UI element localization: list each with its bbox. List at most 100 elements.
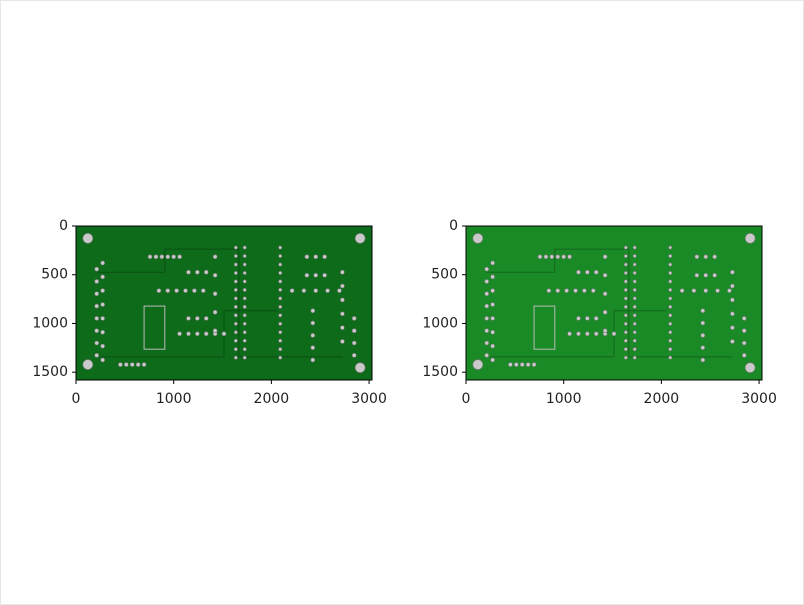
pad (741, 316, 747, 321)
pad (730, 325, 735, 330)
pad (623, 262, 628, 267)
trace (96, 248, 343, 358)
pad (623, 304, 628, 309)
pad (233, 330, 238, 335)
pad (100, 343, 105, 349)
pad (490, 316, 495, 321)
pad (242, 279, 247, 284)
pad (278, 304, 283, 309)
image-axes: 0 1000 2000 3000 0 500 1000 1500 (422, 218, 777, 407)
pad (668, 279, 673, 284)
y-tick-label: 1000 (32, 315, 68, 331)
pad (700, 357, 706, 363)
pad (100, 302, 105, 307)
pad (703, 272, 709, 278)
pad (242, 321, 247, 326)
pad (340, 325, 345, 330)
pad (585, 269, 590, 275)
pad (233, 288, 238, 292)
pad (233, 355, 238, 360)
pad (632, 262, 637, 267)
pad (668, 288, 673, 292)
pad (203, 331, 209, 337)
pad (611, 331, 617, 337)
pad (730, 339, 735, 344)
pad (623, 271, 628, 275)
pad (484, 328, 490, 334)
pad (623, 254, 628, 258)
pad (668, 271, 673, 275)
pad (679, 288, 685, 293)
pad (278, 321, 283, 326)
pad (484, 303, 490, 309)
pad (668, 338, 673, 343)
pad (183, 288, 188, 293)
pad (543, 254, 549, 260)
pad (340, 283, 345, 289)
pad (100, 357, 105, 363)
pad (567, 331, 572, 337)
pad (192, 288, 197, 293)
y-tick-label: 0 (59, 218, 68, 234)
pad (313, 254, 319, 260)
pad (94, 353, 100, 358)
pad (484, 266, 490, 272)
pad (289, 288, 295, 293)
pad (233, 279, 238, 284)
pad (233, 313, 238, 318)
pad (82, 233, 94, 244)
pad (668, 254, 673, 258)
pad (278, 288, 283, 292)
pad (694, 254, 700, 260)
chip (143, 305, 166, 350)
pad (82, 359, 94, 370)
pad (668, 321, 673, 326)
pad (233, 304, 238, 309)
pad (313, 272, 319, 278)
pad (233, 271, 238, 275)
pad (632, 271, 637, 275)
pad (340, 297, 345, 303)
pad (94, 266, 100, 272)
pad (668, 355, 673, 360)
pad (301, 288, 307, 293)
pad (233, 321, 238, 326)
pad (212, 272, 218, 278)
pad (632, 313, 637, 318)
pad (715, 288, 720, 293)
pad (623, 313, 628, 318)
pad (322, 272, 327, 278)
pad (94, 303, 100, 309)
x-tick-label: 1000 (546, 391, 582, 407)
pad (242, 355, 247, 360)
pad (623, 279, 628, 284)
pad (741, 328, 747, 334)
pad (632, 338, 637, 343)
pad (354, 362, 366, 373)
pad (744, 233, 756, 244)
pad (567, 254, 572, 260)
pad (310, 320, 316, 326)
pad (233, 245, 238, 250)
pad (278, 330, 283, 335)
y-tick-label: 500 (41, 267, 68, 283)
pad (700, 345, 706, 350)
pad (546, 288, 552, 293)
pad (549, 254, 555, 260)
pad (727, 288, 732, 293)
pad (730, 283, 735, 289)
pad (94, 328, 100, 334)
pad (632, 304, 637, 309)
pad (340, 311, 345, 317)
pad (278, 347, 283, 352)
pad (351, 353, 357, 358)
pad (490, 288, 495, 293)
pad (325, 288, 330, 293)
pad (200, 288, 206, 293)
pad (573, 288, 578, 293)
pad (519, 362, 525, 367)
pad (242, 262, 247, 267)
pad (212, 291, 218, 297)
pad (124, 362, 129, 367)
pad (700, 333, 706, 338)
